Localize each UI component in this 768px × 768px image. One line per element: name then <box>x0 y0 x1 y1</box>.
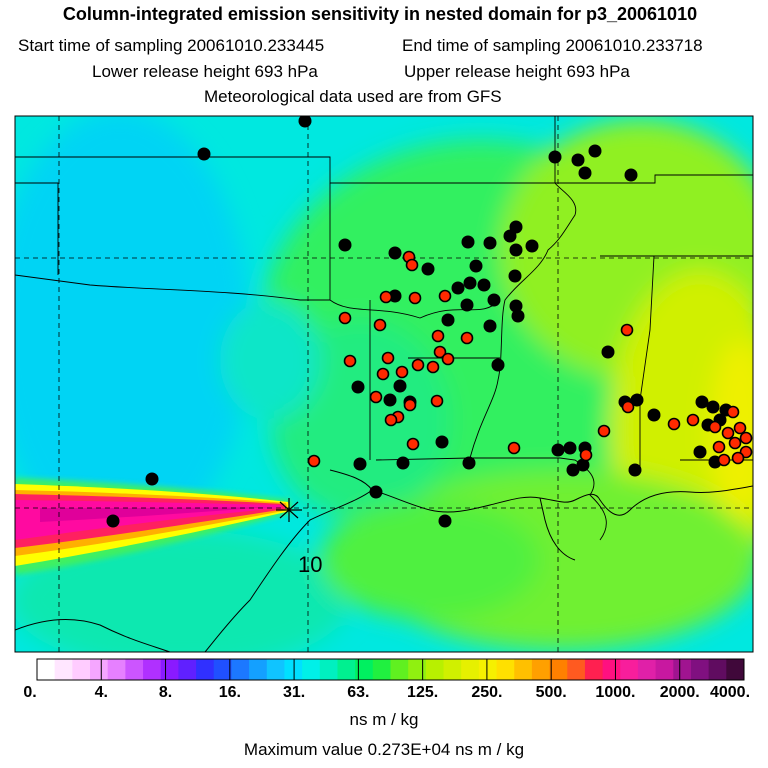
colorbar-cell <box>408 659 427 680</box>
colorbar-cell <box>637 659 657 680</box>
colorbar-cell <box>602 659 621 680</box>
colorbar-cell <box>478 659 498 680</box>
colorbar-cell <box>337 659 356 680</box>
colorbar-cell <box>673 659 692 680</box>
colorbar-cell <box>160 659 179 680</box>
colorbar-cell <box>319 659 338 680</box>
colorbar-cell <box>620 659 639 680</box>
colorbar-tick-label: 2000. <box>659 684 700 701</box>
colorbar-cell <box>284 659 303 680</box>
colorbar-cell <box>266 659 285 680</box>
colorbar-cell <box>443 659 462 680</box>
colorbar-tick-label: 1000. <box>595 684 636 701</box>
start-time-label: Start time of sampling 20061010.233445 <box>18 36 325 55</box>
page-title: Column-integrated emission sensitivity i… <box>62 4 698 24</box>
max-value-label: Maximum value 0.273E+04 ns m / kg <box>243 740 525 759</box>
colorbar-cell <box>302 659 321 680</box>
colorbar-cell <box>125 659 144 680</box>
colorbar-tick-label: 250. <box>471 684 503 701</box>
colorbar-cell <box>567 659 586 680</box>
colorbar-cell <box>708 659 727 680</box>
colorbar-cell <box>372 659 391 680</box>
colorbar-tick-label: 8. <box>158 684 173 701</box>
colorbar-cells <box>37 659 745 680</box>
colorbar-tick-label: 0. <box>23 684 37 701</box>
colorbar-cell <box>531 659 551 680</box>
colorbar-cell <box>107 659 126 680</box>
colorbar-tick-label: 500. <box>535 684 567 701</box>
units-label: ns m / kg <box>349 710 419 729</box>
colorbar-cell <box>231 659 250 680</box>
colorbar-cell <box>72 659 91 680</box>
colorbar-cell <box>90 659 109 680</box>
colorbar-tick-label: 4000. <box>709 684 751 701</box>
colorbar-cell <box>496 659 515 680</box>
met-data-label: Meteorological data used are from GFS <box>204 87 502 106</box>
graticule <box>15 116 753 652</box>
map-frame <box>14 115 754 653</box>
measurement-sites <box>106 116 753 528</box>
upper-height-label: Upper release height 693 hPa <box>404 62 630 81</box>
colorbar-cell <box>143 659 162 680</box>
colorbar-cell <box>355 659 374 680</box>
colorbar-cell <box>514 659 533 680</box>
release-point-marker <box>276 498 302 522</box>
coastline <box>15 469 753 652</box>
release-marker-label: 10 <box>298 552 322 577</box>
colorbar-cell <box>726 659 745 680</box>
end-time-label: End time of sampling 20061010.233718 <box>402 36 703 55</box>
colorbar-cell <box>390 659 409 680</box>
emission-plume <box>15 478 292 575</box>
colorbar-cell <box>54 659 73 680</box>
colorbar-cell <box>690 659 710 680</box>
colorbar-cell <box>178 659 197 680</box>
colorbar-cell <box>549 659 568 680</box>
colorbar-cell <box>584 659 604 680</box>
colorbar-cell <box>37 659 56 680</box>
colorbar-cell <box>249 659 268 680</box>
colorbar-tick-label: 63. <box>347 684 370 701</box>
colorbar-cell <box>425 659 445 680</box>
colorbar-cell <box>655 659 674 680</box>
colorbar-tick-label: 16. <box>218 684 241 701</box>
colorbar-cell <box>196 659 215 680</box>
colorbar-tick-label: 31. <box>282 684 306 701</box>
red-sites <box>307 250 753 468</box>
colorbar-frame <box>36 658 745 681</box>
colorbar-cell <box>213 659 232 680</box>
colorbar-tick-label: 4. <box>94 684 108 701</box>
colorbar-tick-label: 125. <box>407 684 439 701</box>
colorbar-cell <box>461 659 480 680</box>
lower-height-label: Lower release height 693 hPa <box>92 62 318 81</box>
